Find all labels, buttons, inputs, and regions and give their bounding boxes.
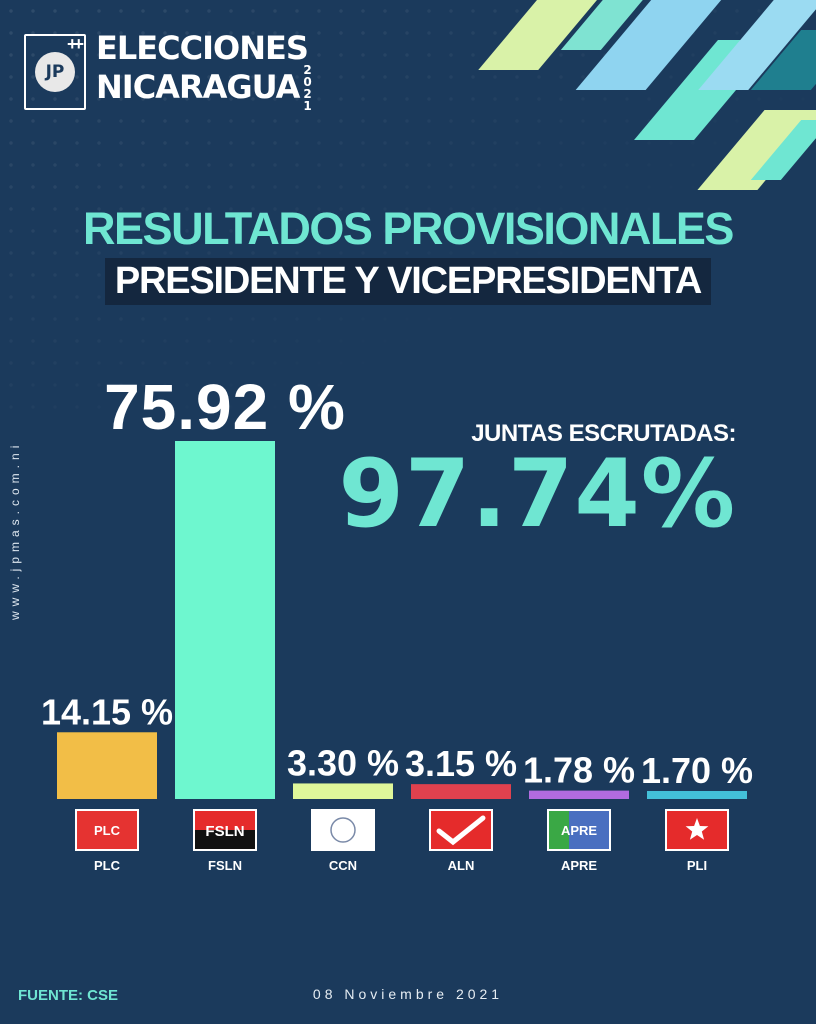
checkmark-icon bbox=[436, 815, 486, 846]
logo-year: 2021 bbox=[303, 62, 313, 113]
logo-line2: NICARAGUA bbox=[96, 68, 300, 106]
value-label-pli: 1.70 % bbox=[641, 750, 753, 791]
logo-line1: ELECCIONES bbox=[96, 28, 309, 67]
badge-plc bbox=[77, 811, 137, 849]
value-label-ccn: 3.30 % bbox=[287, 742, 399, 783]
page-title: RESULTADOS PROVISIONALES bbox=[83, 203, 734, 254]
category-label-fsln: FSLN bbox=[208, 858, 242, 873]
juntas-value: 97.74% bbox=[338, 440, 736, 549]
badge-ccn bbox=[313, 811, 373, 849]
plus-icon: ++ bbox=[66, 34, 84, 54]
category-label-pli: PLI bbox=[687, 858, 707, 873]
value-label-fsln: 75.92 % bbox=[104, 371, 346, 443]
value-label-aln: 3.15 % bbox=[405, 743, 517, 784]
category-label-plc: PLC bbox=[94, 858, 121, 873]
page-subtitle: PRESIDENTE Y VICEPRESIDENTA bbox=[104, 258, 712, 305]
jp-logo-circle: JP bbox=[35, 52, 75, 92]
value-label-apre: 1.78 % bbox=[523, 750, 635, 791]
badge-apre-green-band bbox=[549, 811, 569, 849]
category-label-aln: ALN bbox=[448, 858, 475, 873]
badge-fsln-red-band bbox=[195, 811, 255, 830]
elecciones-logo: JP ++ ELECCIONES NICARAGUA 2021 bbox=[24, 28, 319, 113]
juntas-label: JUNTAS ESCRUTADAS: bbox=[471, 420, 736, 447]
bar-pli bbox=[647, 790, 747, 799]
star-icon bbox=[685, 818, 709, 840]
jp-logo-badge: JP ++ bbox=[24, 34, 86, 110]
source-label: FUENTE: CSE bbox=[18, 987, 119, 1004]
bar-aln bbox=[411, 784, 511, 799]
value-label-plc: 14.15 % bbox=[41, 691, 173, 732]
bar-plc bbox=[57, 732, 157, 799]
category-label-apre: APRE bbox=[561, 858, 597, 873]
results-bar-chart: 14.15 % PLC PLC 75.92 % FSLN FSLN 3.30 % CCN 3.1… bbox=[41, 371, 753, 873]
background-dot-pattern bbox=[0, 0, 816, 420]
bar-apre bbox=[529, 790, 629, 799]
bar-fsln bbox=[175, 441, 275, 799]
badge-text-apre: APRE bbox=[561, 823, 597, 838]
category-label-ccn: CCN bbox=[329, 858, 357, 873]
date-label: 08 Noviembre 2021 bbox=[312, 986, 504, 1002]
ccn-seal-icon bbox=[330, 817, 356, 843]
bar-ccn bbox=[293, 783, 393, 799]
badge-text-fsln: FSLN bbox=[205, 823, 244, 840]
badge-text-plc: PLC bbox=[94, 823, 121, 838]
